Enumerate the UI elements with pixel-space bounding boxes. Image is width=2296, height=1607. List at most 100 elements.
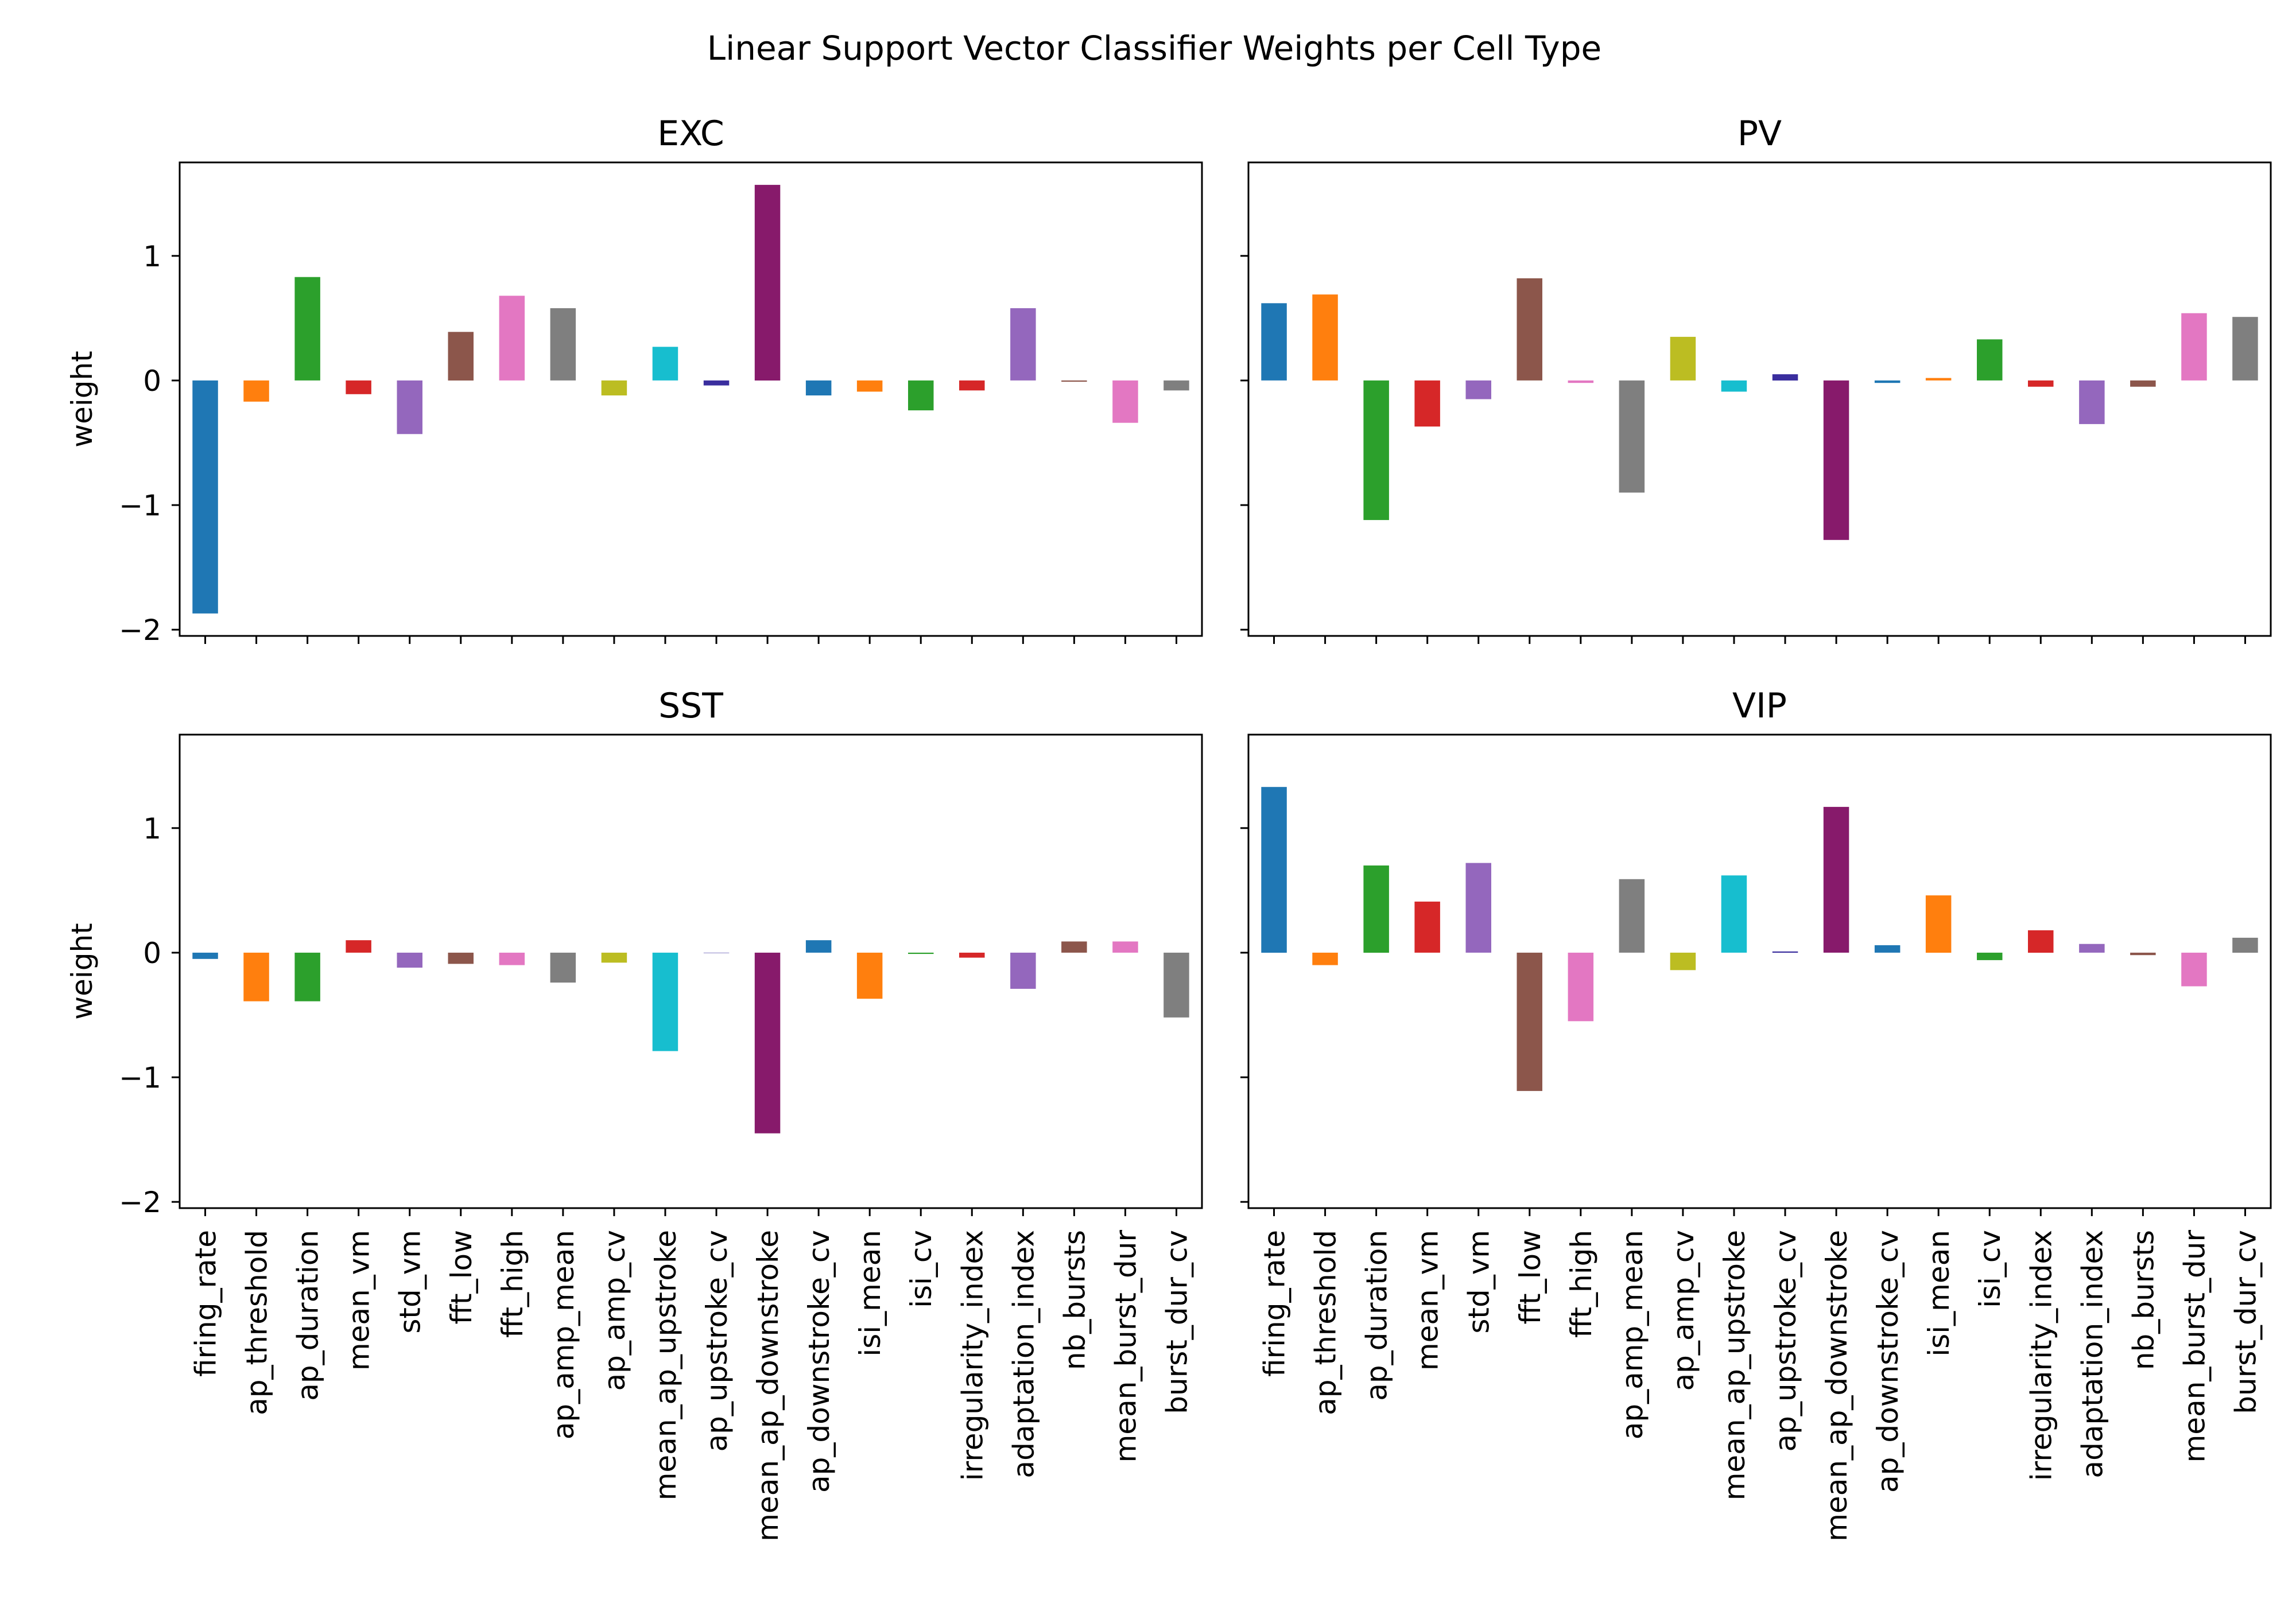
y-tick-label: −2	[119, 614, 161, 647]
bar-isi-cv	[1977, 339, 2003, 381]
bar-mean-ap-upstroke	[652, 952, 678, 1051]
bar-firing-rate	[192, 952, 218, 959]
x-tick-label-isi-cv: isi_cv	[1973, 1230, 2007, 1308]
bar-ap-downstroke-cv	[1874, 380, 1901, 383]
bar-irregularity-index	[959, 952, 985, 958]
subplot-vip: firing_rate ap_threshold ap_duration mean_v…	[1240, 686, 2272, 1542]
bar-nb-bursts	[2130, 380, 2156, 387]
bar-burst-dur-cv	[2232, 317, 2258, 381]
x-tick-label-ap-threshold: ap_threshold	[1309, 1230, 1343, 1415]
bar-ap-threshold	[243, 380, 269, 402]
bar-fft-low	[1517, 952, 1542, 1091]
bar-isi-mean	[1925, 378, 1952, 381]
bar-ap-amp-mean	[1619, 380, 1645, 493]
x-tick-label-ap-threshold: ap_threshold	[241, 1230, 274, 1415]
bar-mean-burst-dur	[1112, 941, 1138, 953]
bar-isi-mean	[856, 380, 883, 392]
x-tick-label-mean-burst-dur: mean_burst_dur	[1109, 1230, 1142, 1463]
x-tick-label-ap-amp-mean: ap_amp_mean	[547, 1230, 580, 1439]
x-tick-label-burst-dur-cv: burst_dur_cv	[2229, 1230, 2263, 1414]
bar-mean-ap-upstroke	[652, 347, 678, 381]
bar-mean-vm	[1414, 901, 1440, 953]
x-tick-label-isi-cv: isi_cv	[905, 1230, 938, 1308]
bar-burst-dur-cv	[1163, 380, 1189, 391]
bar-mean-burst-dur	[2181, 313, 2207, 381]
bar-std-vm	[397, 380, 422, 434]
bar-mean-ap-upstroke	[1721, 380, 1747, 392]
bar-mean-burst-dur	[2181, 952, 2207, 987]
bar-ap-amp-cv	[1670, 336, 1696, 381]
bar-ap-upstroke-cv	[1772, 374, 1798, 381]
bar-ap-upstroke-cv	[1772, 951, 1798, 953]
bar-ap-duration	[294, 277, 320, 381]
axes-frame	[1247, 161, 2272, 637]
bar-ap-amp-mean	[550, 952, 576, 983]
subplot-exc: 1 0 −1 −2 EXC weight	[65, 114, 1203, 647]
axes-frame	[179, 161, 1203, 637]
bar-mean-ap-downstroke	[754, 185, 781, 381]
bar-mean-vm	[346, 380, 371, 394]
bar-ap-amp-cv	[601, 380, 627, 395]
bar-isi-cv	[1977, 952, 2003, 960]
x-tick-label-firing-rate: firing_rate	[189, 1230, 223, 1377]
x-tick-label-burst-dur-cv: burst_dur_cv	[1161, 1230, 1194, 1414]
bar-irregularity-index	[2028, 930, 2054, 953]
bar-fft-high	[499, 952, 525, 965]
x-tick-label-isi-mean: isi_mean	[1922, 1230, 1956, 1357]
y-axis-label: weight	[65, 923, 99, 1020]
y-tick-label: 1	[143, 812, 161, 845]
bar-mean-ap-downstroke	[1823, 806, 1849, 953]
bar-mean-ap-downstroke	[1823, 380, 1849, 540]
y-tick-label: −2	[119, 1186, 161, 1219]
bar-burst-dur-cv	[2232, 937, 2258, 953]
bar-isi-cv	[908, 380, 934, 410]
bar-firing-rate	[1261, 303, 1287, 381]
x-tick-label-ap-duration: ap_duration	[292, 1230, 325, 1401]
bar-ap-duration	[1363, 865, 1389, 953]
x-tick-label-adaptation-index: adaptation_index	[2076, 1230, 2109, 1478]
y-tick-label: 1	[143, 240, 161, 273]
bar-std-vm	[397, 952, 422, 968]
bar-fft-low	[1517, 278, 1542, 381]
bar-mean-burst-dur	[1112, 380, 1138, 423]
subplot-title: SST	[658, 686, 723, 726]
bar-ap-amp-cv	[1670, 952, 1696, 971]
y-tick-label: 0	[143, 364, 161, 398]
x-tick-label-ap-amp-cv: ap_amp_cv	[1667, 1230, 1700, 1391]
x-tick-label-mean-ap-downstroke: mean_ap_downstroke	[751, 1230, 785, 1542]
x-tick-label-adaptation-index: adaptation_index	[1007, 1230, 1040, 1478]
bar-nb-bursts	[1061, 380, 1087, 382]
y-tick-label: −1	[119, 1061, 161, 1094]
bar-isi-mean	[856, 952, 883, 999]
bar-fft-high	[499, 296, 525, 381]
bar-isi-mean	[1925, 895, 1952, 953]
bar-firing-rate	[192, 380, 218, 614]
x-tick-label-mean-vm: mean_vm	[1411, 1230, 1445, 1371]
bar-std-vm	[1465, 863, 1491, 953]
bar-adaptation-index	[1010, 308, 1036, 381]
bar-ap-threshold	[1312, 294, 1338, 381]
y-tick-label: 0	[143, 937, 161, 970]
bar-nb-bursts	[1061, 941, 1087, 953]
bar-ap-downstroke-cv	[1874, 945, 1901, 953]
x-tick-label-fft-high: fft_high	[1565, 1230, 1598, 1338]
bar-mean-vm	[1414, 380, 1440, 427]
bar-fft-high	[1568, 380, 1594, 383]
bar-irregularity-index	[2028, 380, 2054, 387]
x-tick-label-std-vm: std_vm	[394, 1230, 427, 1334]
y-tick-label: −1	[119, 489, 161, 522]
subplot-pv: PV	[1240, 114, 2272, 644]
x-tick-label-mean-burst-dur: mean_burst_dur	[2178, 1230, 2211, 1463]
x-tick-label-nb-bursts: nb_bursts	[2127, 1230, 2160, 1370]
x-tick-label-ap-amp-cv: ap_amp_cv	[598, 1230, 631, 1391]
bar-ap-duration	[1363, 380, 1389, 521]
bar-mean-vm	[346, 940, 371, 953]
bar-ap-duration	[294, 952, 320, 1002]
subplot-title: VIP	[1732, 686, 1787, 726]
subplot-sst: 1 0 −1 −2 firing_rate ap_threshold ap_duration…	[65, 686, 1203, 1542]
bar-mean-ap-downstroke	[754, 952, 781, 1134]
x-tick-label-std-vm: std_vm	[1463, 1230, 1496, 1334]
figure-title: Linear Support Vector Classifier Weights…	[707, 29, 1601, 68]
x-tick-label-ap-downstroke-cv: ap_downstroke_cv	[802, 1230, 836, 1493]
subplot-title: PV	[1737, 114, 1782, 154]
